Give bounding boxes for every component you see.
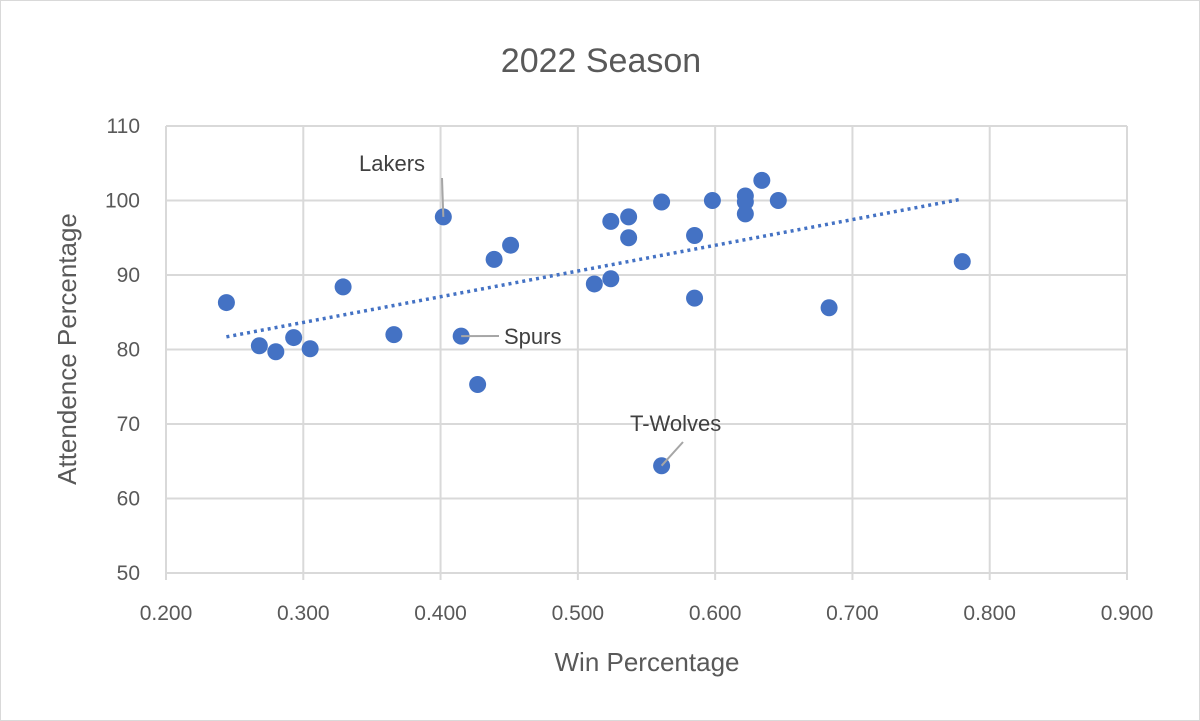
- data-point: [334, 278, 352, 296]
- annotation-leader-line: [441, 177, 445, 217]
- data-point: [769, 192, 787, 209]
- data-point: [686, 289, 704, 307]
- data-point: [602, 270, 620, 288]
- y-tick-label: 100: [105, 190, 140, 213]
- data-point: [502, 236, 520, 254]
- data-point: [736, 193, 754, 211]
- x-tick-label: 0.300: [277, 602, 330, 625]
- data-point: [653, 193, 671, 211]
- data-point: [469, 376, 487, 394]
- data-point: [953, 253, 971, 271]
- data-point: [686, 227, 704, 245]
- x-tick-label: 0.800: [963, 602, 1016, 625]
- chart-title: 2022 Season: [501, 42, 701, 80]
- data-point: [285, 329, 303, 347]
- x-tick-label: 0.400: [414, 602, 467, 625]
- data-point: [217, 294, 235, 312]
- y-tick-label: 50: [117, 562, 140, 585]
- x-tick-label: 0.200: [140, 602, 193, 625]
- y-tick-label: 60: [117, 488, 140, 511]
- data-point: [736, 205, 754, 223]
- y-tick-label: 90: [117, 264, 140, 287]
- y-tick-label: 80: [117, 339, 140, 362]
- data-point: [267, 343, 285, 361]
- y-tick-label: 110: [107, 115, 140, 138]
- data-point: [485, 250, 503, 268]
- x-tick-label: 0.900: [1101, 602, 1154, 625]
- data-point: [385, 326, 403, 344]
- x-tick-label: 0.600: [689, 602, 742, 625]
- data-points: [217, 171, 971, 475]
- y-tick-label: 70: [117, 413, 140, 436]
- data-point: [585, 275, 603, 293]
- x-tick-label: 0.500: [552, 602, 605, 625]
- trendline-group: [226, 197, 963, 339]
- x-axis-ticks: 0.200 0.300 0.400 0.500 0.600 0.700 0.800 0.900: [140, 602, 1154, 625]
- data-point: [301, 340, 319, 358]
- data-point: [250, 337, 268, 355]
- x-tick-label: 0.700: [826, 602, 879, 625]
- data-point: [820, 299, 838, 317]
- annotation-label: Lakers: [359, 151, 425, 176]
- annotation-label: Spurs: [504, 324, 561, 349]
- annotation-label: T-Wolves: [630, 411, 721, 436]
- data-point: [620, 208, 638, 226]
- data-point: [703, 192, 721, 209]
- annotation-leader-line: [660, 441, 684, 467]
- y-axis-title: Attendence Percentage: [52, 213, 82, 485]
- trendline: [226, 197, 963, 339]
- y-axis-ticks: 50 60 70 80 90 100 110: [105, 115, 140, 585]
- data-point: [620, 229, 638, 247]
- data-point: [753, 171, 771, 189]
- annotations: Lakers Spurs T-Wolves: [359, 151, 721, 467]
- data-point: [602, 212, 620, 230]
- x-axis-title: Win Percentage: [555, 647, 740, 677]
